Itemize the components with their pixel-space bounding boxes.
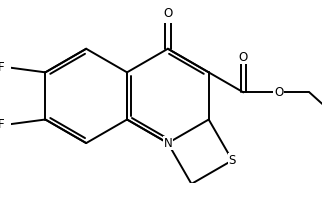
Text: F: F: [0, 118, 5, 131]
Text: O: O: [274, 86, 283, 99]
Text: N: N: [164, 137, 172, 150]
Text: F: F: [0, 61, 5, 74]
Text: O: O: [239, 50, 248, 63]
Text: S: S: [229, 154, 236, 167]
Text: O: O: [163, 7, 173, 20]
